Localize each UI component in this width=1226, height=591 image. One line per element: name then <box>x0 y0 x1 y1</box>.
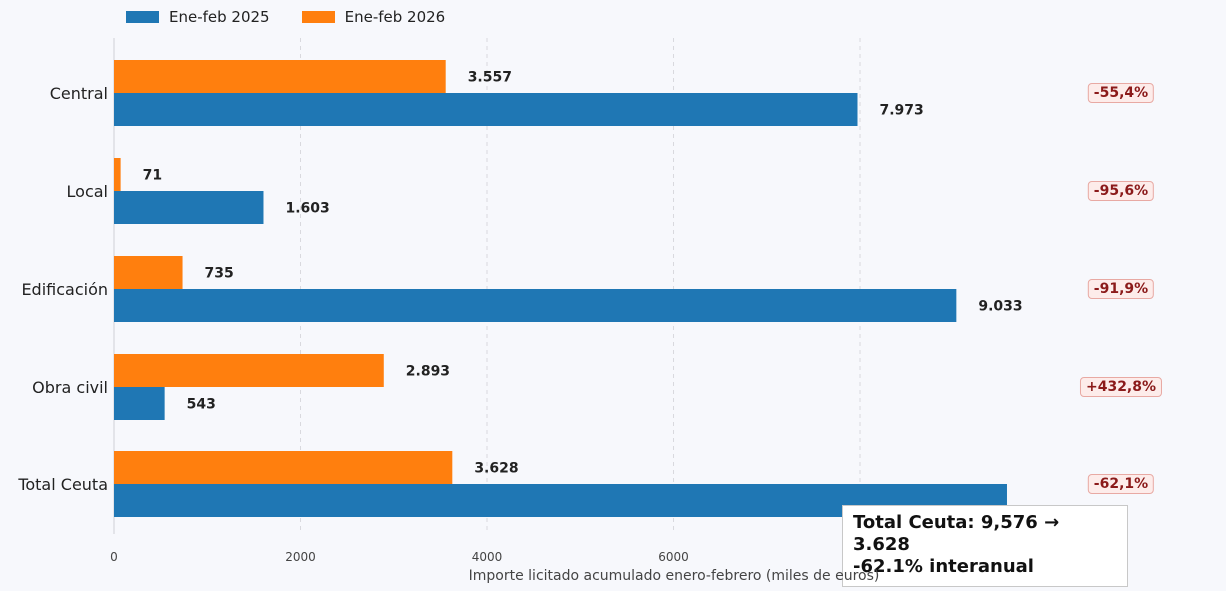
data-label-2025: 9.033 <box>978 299 1022 315</box>
change-badge: -62,1% <box>1087 474 1155 494</box>
bar-2026 <box>114 451 453 484</box>
data-label-2026: 2.893 <box>406 364 450 380</box>
legend-item-2026: Ene-feb 2026 <box>301 8 446 26</box>
legend-swatch-2026 <box>301 11 335 23</box>
data-label-2026: 3.557 <box>468 70 512 86</box>
legend-item-2025: Ene-feb 2025 <box>126 8 270 26</box>
legend: Ene-feb 2025 Ene-feb 2026 <box>126 8 445 26</box>
y-tick-label: Edificación <box>21 280 108 299</box>
summary-line-2: -62.1% interanual <box>853 556 1034 577</box>
y-tick-label: Obra civil <box>32 378 108 397</box>
summary-line-1: Total Ceuta: 9,576 → 3.628 <box>853 512 1060 555</box>
change-badge: +432,8% <box>1079 377 1163 397</box>
x-tick-label: 6000 <box>658 550 689 564</box>
x-tick-label: 4000 <box>472 550 503 564</box>
data-label-2026: 3.628 <box>474 461 518 477</box>
legend-swatch-2025 <box>126 11 159 23</box>
legend-label-2026: Ene-feb 2026 <box>344 8 446 26</box>
bar-2026 <box>114 158 121 191</box>
x-axis-title: Importe licitado acumulado enero-febrero… <box>468 568 880 584</box>
y-tick-label: Total Ceuta <box>17 475 108 494</box>
change-badge: -55,4% <box>1087 83 1155 103</box>
change-badge: -91,9% <box>1087 279 1155 299</box>
bar-2026 <box>114 60 446 93</box>
bar-2026 <box>114 354 384 387</box>
y-tick-label: Central <box>50 84 108 103</box>
data-label-2026: 71 <box>143 168 162 184</box>
bar-2025 <box>114 387 165 420</box>
summary-box: Total Ceuta: 9,576 → 3.628 -62.1% intera… <box>842 505 1128 587</box>
legend-label-2025: Ene-feb 2025 <box>169 8 270 26</box>
data-label-2025: 543 <box>187 397 216 413</box>
y-tick-label: Local <box>67 182 108 201</box>
data-label-2026: 735 <box>205 266 234 282</box>
data-label-2025: 1.603 <box>285 201 329 217</box>
bar-2025 <box>114 191 264 224</box>
data-label-2025: 7.973 <box>880 103 924 119</box>
bar-2025 <box>114 289 957 322</box>
bar-2025 <box>114 93 858 126</box>
change-badge: -95,6% <box>1087 181 1155 201</box>
x-tick-label: 0 <box>110 550 118 564</box>
x-tick-label: 2000 <box>285 550 316 564</box>
bar-2026 <box>114 256 183 289</box>
